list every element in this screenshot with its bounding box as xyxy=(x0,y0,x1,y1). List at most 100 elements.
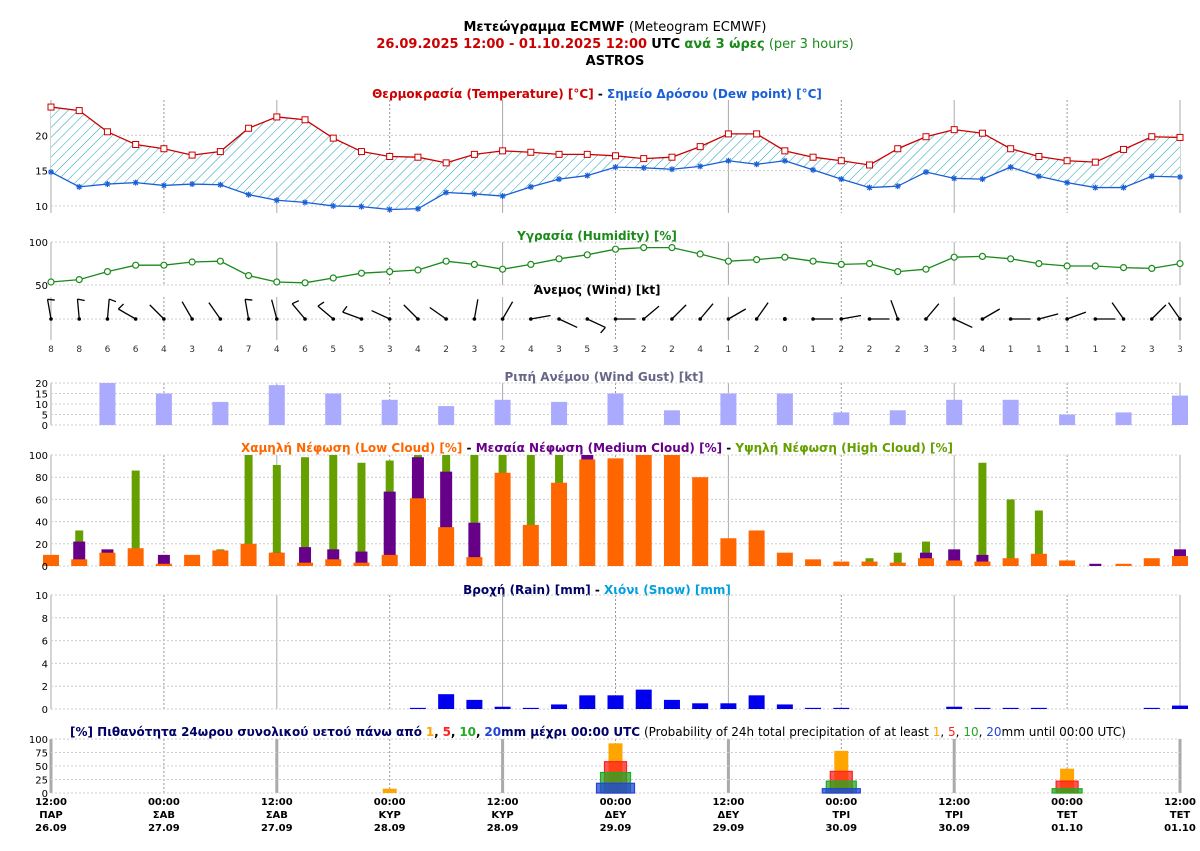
precipitation-title: Βροχή (Rain) [mm] - Χιόνι (Snow) [mm] xyxy=(463,583,731,597)
time-axis-day: ΤΕΤ xyxy=(1170,810,1191,821)
wind-barb xyxy=(244,298,253,321)
dewpoint-point xyxy=(1064,179,1071,186)
dewpoint-point xyxy=(273,197,280,204)
time-axis-date: 27.09 xyxy=(148,823,180,834)
y-tick-label: 4 xyxy=(42,659,48,670)
temperature-point xyxy=(696,143,704,151)
wind-barb xyxy=(1111,302,1126,321)
time-axis-date: 27.09 xyxy=(261,823,293,834)
temperature-point xyxy=(329,134,337,142)
rain-bar xyxy=(1143,707,1160,709)
y-tick-label: 20 xyxy=(35,131,48,142)
time-axis-day: ΣΑΒ xyxy=(266,810,288,821)
time-axis-hour: 00:00 xyxy=(1051,797,1083,808)
wind-barb xyxy=(1167,302,1182,321)
y-tick-label: 8 xyxy=(42,614,48,625)
y-tick-label: 100 xyxy=(29,735,48,746)
medium-cloud-bar xyxy=(299,547,312,566)
cloud-title: Χαμηλή Νέφωση (Low Cloud) [%] - Μεσαία Ν… xyxy=(241,441,953,455)
wind-barb xyxy=(613,317,636,321)
y-tick-label: 15 xyxy=(35,167,48,178)
dewpoint-point xyxy=(1148,173,1155,180)
wind-gust-bar xyxy=(325,393,342,425)
wind-speed-label: 1 xyxy=(1008,345,1014,355)
wind-speed-label: 3 xyxy=(951,345,957,355)
humidity-point xyxy=(809,257,817,265)
humidity-point xyxy=(894,268,902,276)
temperature-point xyxy=(527,148,535,156)
rain-bar xyxy=(522,707,539,709)
time-axis-hour: 12:00 xyxy=(35,797,67,808)
humidity-point xyxy=(386,268,394,276)
rain-bar xyxy=(579,695,596,709)
wind-gust-bar xyxy=(1002,399,1019,425)
probability-title: [%] Πιθανότητα 24ωρου συνολικού υετού πά… xyxy=(70,725,1126,739)
high-cloud-bar xyxy=(357,462,366,566)
temperature-point xyxy=(668,153,676,161)
wind-speed-label: 4 xyxy=(415,345,421,355)
wind-barb xyxy=(105,298,117,321)
humidity-point xyxy=(837,260,845,268)
time-axis-hour: 00:00 xyxy=(148,797,180,808)
humidity-point xyxy=(244,272,253,280)
wind-barb xyxy=(342,305,364,321)
rain-bar xyxy=(635,689,652,709)
y-tick-label: 2 xyxy=(42,682,48,693)
medium-cloud-bar xyxy=(468,522,481,566)
temperature-point xyxy=(499,147,507,155)
temperature-point xyxy=(555,150,563,158)
time-axis-date: 26.09 xyxy=(35,823,67,834)
medium-cloud-bar xyxy=(355,551,368,566)
low-cloud-bar xyxy=(268,552,285,566)
high-cloud-bar xyxy=(978,462,987,566)
low-cloud-bar xyxy=(974,561,991,566)
dewpoint-point xyxy=(386,206,393,213)
low-cloud-bar xyxy=(1059,560,1076,566)
wind-barb xyxy=(181,301,194,321)
temperature-point xyxy=(1091,158,1099,166)
dewpoint-point xyxy=(838,176,845,183)
rain-bar xyxy=(438,694,455,709)
low-cloud-bar xyxy=(748,530,765,566)
time-axis-day: ΚΥΡ xyxy=(491,810,513,821)
wind-speed-label: 6 xyxy=(105,345,111,355)
y-tick-label: 10 xyxy=(35,202,48,213)
wind-barb xyxy=(839,314,862,321)
time-axis-day: ΤΕΤ xyxy=(1057,810,1078,821)
dewpoint-point xyxy=(725,157,732,164)
temperature-point xyxy=(386,153,394,160)
wind-barb xyxy=(1037,313,1059,321)
high-cloud-bar xyxy=(131,470,140,566)
wind-speed-label: 4 xyxy=(161,345,167,355)
low-cloud-bar xyxy=(1172,556,1188,566)
wind-barb xyxy=(208,302,223,321)
humidity-point xyxy=(555,255,563,263)
wind-speed-label: 3 xyxy=(923,345,929,355)
dewpoint-point xyxy=(443,189,450,196)
wind-gust-bar xyxy=(1059,414,1076,425)
wind-speed-label: 5 xyxy=(359,345,365,355)
low-cloud-bar xyxy=(297,562,314,566)
rain-bar xyxy=(551,704,568,709)
wind-barb xyxy=(585,317,606,334)
humidity-point xyxy=(132,261,140,269)
wind-speed-label: 6 xyxy=(133,345,139,355)
temperature-point xyxy=(753,130,761,138)
wind-barb xyxy=(670,304,687,321)
rain-bar xyxy=(974,707,991,709)
humidity-point xyxy=(442,257,450,265)
low-cloud-bar xyxy=(71,559,88,566)
time-axis-hour: 00:00 xyxy=(600,797,632,808)
rain-bar xyxy=(776,704,793,709)
dewpoint-point xyxy=(894,183,901,190)
wind-barb xyxy=(811,317,834,321)
temperature-point xyxy=(188,151,196,159)
low-cloud-bar xyxy=(43,554,59,566)
rain-bar xyxy=(1030,707,1047,709)
dewpoint-point xyxy=(132,179,139,186)
wind-barb xyxy=(867,317,890,321)
humidity-point xyxy=(1091,262,1099,270)
dewpoint-point xyxy=(527,183,534,190)
